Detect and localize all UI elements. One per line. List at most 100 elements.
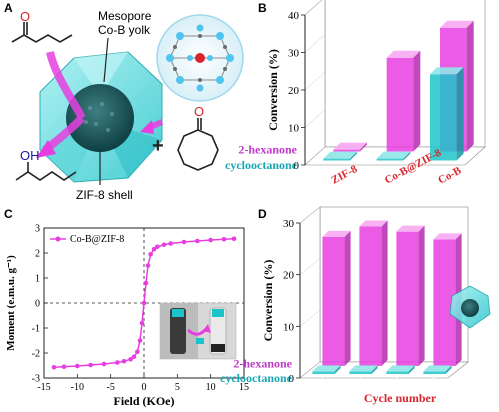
chart-b-bar-series1: [386, 57, 414, 152]
recycling-bar-chart: 0 10 20 30 Conversion (%) 2-hexanonecycloocta…: [220, 206, 469, 405]
chart-d-category-label: 3: [393, 373, 399, 383]
chart-d-category-label: 1: [320, 373, 325, 383]
chart-d-category-label: 4: [431, 373, 436, 383]
chart-d-bar-side: [371, 365, 378, 374]
chart-d-bar-series1: [322, 236, 345, 366]
chart-d-bar-series1: [396, 231, 419, 366]
chart-c-point: [51, 364, 57, 370]
chart-b-bar-top: [440, 20, 474, 28]
yolk-pointer: [103, 37, 109, 83]
chart-b-category-label: Co-B: [436, 164, 464, 186]
chart-c-ytick-label: 1: [35, 274, 40, 285]
chart-c-point: [131, 354, 137, 360]
chart-d-bar-series1: [359, 226, 382, 366]
chart-d-gridline: [299, 258, 321, 275]
panel-d-label: D: [258, 207, 267, 221]
chart-d-bar-series2: [349, 371, 372, 374]
chart-c-ytick-label: 3: [35, 224, 40, 235]
chart-b-bar-series1: [333, 149, 360, 152]
chart-b-series-label: 2-hexanone: [238, 142, 297, 156]
chart-b-bar-series2: [323, 158, 350, 161]
panel-a: A O Mesopore Co-B yolk: [4, 1, 244, 202]
chart-d-bar-top: [359, 220, 388, 227]
chart-d-series-label: cyclooctanone: [220, 371, 293, 385]
chart-d-bar-side: [334, 365, 341, 374]
chart-b-ytick-label: 20: [288, 85, 300, 97]
chart-c-point: [221, 236, 227, 242]
chart-c-point: [75, 363, 80, 369]
chart-d-bar-side: [418, 225, 425, 366]
chart-b-bar-top: [333, 142, 367, 150]
chart-d-gridline: [299, 361, 321, 379]
magnet-icon: [196, 338, 204, 344]
chart-c-point: [135, 349, 140, 355]
chart-c-xtick-label: 5: [175, 382, 180, 393]
chart-c-point: [168, 241, 173, 246]
chart-c-xtick-label: 0: [142, 382, 147, 393]
chart-b-bar-top: [430, 67, 464, 75]
cyclooctanone-molecule-icon: O: [177, 104, 219, 171]
conversion-bar-chart: 0 10 20 30 40 Conversion (%) 2-hexanone cyclooc…: [225, 0, 486, 187]
chart-d-ytick-label: 20: [283, 270, 295, 282]
chart-d-category-label: 2: [357, 373, 362, 383]
hexanone-oxygen: O: [20, 9, 30, 24]
chart-d-bar-top: [349, 365, 378, 372]
chart-c-xtick-label: -10: [71, 382, 84, 393]
chart-d-bar-side: [344, 230, 351, 366]
panel-b-label: B: [258, 1, 267, 15]
chart-c-ylabel: Moment (e.m.u. g⁻¹): [5, 255, 17, 351]
chart-c-point: [137, 338, 143, 343]
chart-c-point: [161, 242, 167, 248]
chart-b-bar-side: [360, 142, 367, 152]
zif8-polyhedron-icon: [449, 285, 491, 329]
chart-b-bar-side: [466, 20, 474, 152]
chart-d-bar-series2: [423, 371, 446, 374]
panel-d: D 0 10 20 30 Conversion (%) 2-hexanonecyclooc…: [220, 206, 491, 405]
chart-c-point: [231, 236, 237, 242]
zif8-shell-icon: [39, 51, 163, 183]
chart-c-point: [101, 361, 107, 367]
chart-d-series-label: 2-hexanone: [233, 357, 292, 371]
yolk-label: Mesopore Co-B yolk: [98, 9, 155, 37]
chart-d-bar-side: [381, 220, 388, 366]
chart-b-side-wall: [304, 0, 326, 166]
chart-c-point: [195, 238, 200, 244]
chart-b-bar-series2: [430, 74, 457, 161]
chart-d-bar-top: [386, 365, 415, 372]
blocked-cross-icon: +: [152, 135, 164, 157]
chart-c-ytick-label: -2: [32, 349, 40, 360]
hexanone-molecule-icon: [11, 22, 73, 43]
chart-b-gridline: [304, 109, 326, 128]
chart-d-ylabel: Conversion (%): [261, 260, 275, 342]
chart-d-side-wall: [299, 206, 321, 379]
chart-b-bar-series2: [376, 158, 404, 161]
reaction-arrow-icon: [36, 51, 164, 158]
chart-b-ytick-label: 30: [288, 48, 300, 60]
chart-b-gridline: [304, 146, 326, 166]
vials-photo-inset: [159, 302, 237, 360]
chart-d-bar-top: [322, 230, 351, 237]
chart-b-bar-side: [403, 151, 411, 161]
chart-c-point: [121, 358, 127, 364]
chart-c-point: [141, 300, 147, 306]
chart-c-point: [181, 239, 187, 245]
chart-c-point: [155, 244, 160, 250]
chart-b-bar-top: [323, 151, 357, 159]
chart-d-bar-side: [445, 365, 452, 374]
chart-c-point: [148, 251, 153, 257]
chart-b-gridline: [304, 34, 326, 53]
hexanol-molecule-icon: [15, 162, 77, 181]
chart-c-ytick-label: -3: [32, 374, 40, 385]
chart-b-bar-top: [376, 151, 411, 159]
chart-b-ylabel: Conversion (%): [266, 49, 280, 131]
chart-c-point: [115, 360, 120, 365]
chart-c-xlabel: Field (KOe): [114, 394, 175, 408]
chart-d-bar-top: [423, 365, 452, 372]
shell-label: ZIF-8 shell: [76, 188, 133, 202]
chart-c-legend-label: Co-B@ZIF-8: [70, 234, 124, 245]
chart-c-ytick-label: 0: [35, 299, 40, 310]
chart-b-gridline: [304, 71, 326, 91]
chart-c-point: [128, 356, 133, 362]
